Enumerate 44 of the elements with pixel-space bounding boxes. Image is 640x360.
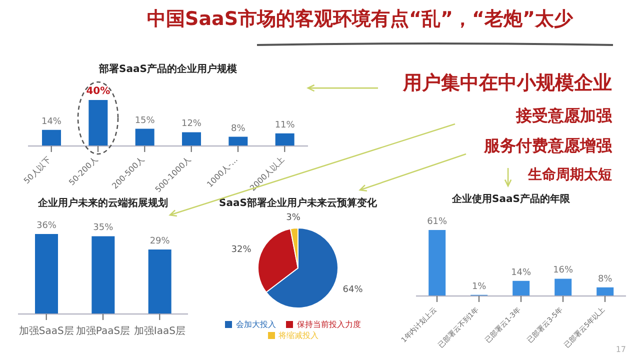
data-label: 32%: [231, 245, 252, 256]
bar: [275, 133, 294, 146]
bar: [88, 100, 108, 146]
data-label: 14%: [511, 268, 532, 278]
bar: [228, 136, 248, 146]
data-label: 14%: [41, 116, 62, 127]
bar: [135, 128, 154, 146]
x-tick-label: 加强PaaS层: [76, 325, 130, 337]
data-label: 61%: [427, 217, 448, 227]
text: 用户集中在中小规模企业: [403, 71, 612, 96]
data-label: 29%: [150, 236, 170, 247]
text: 服务付费意愿增强: [484, 136, 612, 157]
chart-title: SaaS部署企业用户未来云预算变化: [218, 196, 378, 211]
data-label: 1%: [472, 282, 487, 292]
data-label: 11%: [274, 120, 296, 130]
chart-title: 企业使用SaaS产品的年限: [451, 192, 571, 207]
data-label: 40%: [86, 86, 110, 97]
legend-label: 将缩减投入: [278, 331, 318, 340]
x-tick-label: 加强SaaS层: [18, 325, 74, 337]
data-label: 35%: [93, 223, 114, 234]
data-label: 36%: [36, 221, 57, 231]
legend-label: 会加大投入: [236, 320, 276, 329]
x-tick-label: 加强IaaS层: [134, 325, 186, 337]
data-label: 16%: [553, 266, 574, 276]
bar: [428, 230, 446, 296]
text: 接受意愿加强: [516, 106, 612, 127]
chart-title: 部署SaaS产品的企业用户规模: [98, 62, 238, 77]
bar: [182, 132, 201, 146]
bar: [512, 280, 530, 296]
bar: [596, 287, 614, 296]
data-label: 64%: [342, 285, 364, 296]
legend-label: 保持当前投入力度: [297, 320, 361, 329]
text: 17: [616, 345, 626, 354]
data-label: 8%: [598, 274, 613, 284]
text: 生命周期太短: [528, 166, 612, 184]
data-label: 8%: [231, 124, 246, 134]
data-label: 12%: [181, 119, 202, 130]
text: 中国SaaS市场的客观环境有点“乱”，“老炮”太少: [146, 7, 574, 32]
data-label: 3%: [286, 213, 301, 224]
chart-title: 企业用户未来的云端拓展规划: [37, 196, 169, 211]
bar: [42, 130, 61, 146]
data-label: 15%: [134, 116, 156, 126]
bar: [554, 278, 572, 296]
x-tick-label: 50人以下: [22, 155, 53, 186]
